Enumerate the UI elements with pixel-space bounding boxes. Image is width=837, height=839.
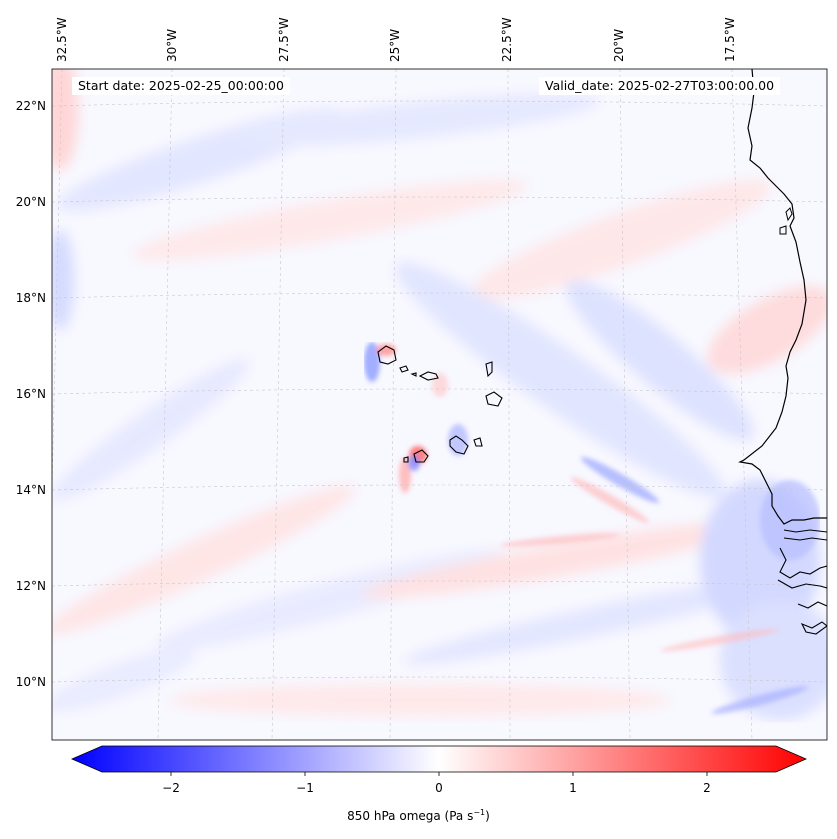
lon-label-30w: 30°W (165, 28, 179, 62)
colorbar-tick: −1 (296, 781, 314, 795)
graticule (52, 69, 827, 740)
coastline-africa (738, 69, 827, 525)
lat-label-14n: 14°N (15, 483, 46, 497)
start-date-label: Start date: 2025-02-25_00:00:00 (72, 77, 290, 95)
lat-label-18n: 18°N (15, 291, 46, 305)
colorbar-tick: 2 (703, 781, 711, 795)
colorbar (70, 745, 808, 776)
colorbar-tick: 0 (435, 781, 443, 795)
valid-date-label: Valid_date: 2025-02-27T03:00:00.00 (539, 77, 781, 95)
lat-label-22n: 22°N (15, 99, 46, 113)
lon-label-17-5w: 17.5°W (723, 17, 737, 62)
map-frame (51, 68, 828, 741)
lat-label-20n: 20°N (15, 195, 46, 209)
lat-label-12n: 12°N (15, 579, 46, 593)
colorbar-label: 850 hPa omega (Pa s−1) (347, 808, 490, 823)
lon-label-25w: 25°W (388, 28, 402, 62)
lat-label-16n: 16°N (15, 387, 46, 401)
canary-island (779, 207, 793, 235)
lon-label-27-5w: 27.5°W (277, 17, 291, 62)
lon-label-22-5w: 22.5°W (500, 17, 514, 62)
cape-verde-islands (377, 345, 503, 463)
colorbar-tick: −2 (162, 781, 180, 795)
omega-field (52, 69, 827, 740)
lon-label-20w: 20°W (612, 28, 626, 62)
lat-label-10n: 10°N (15, 675, 46, 689)
coastline-gambia (777, 529, 827, 635)
colorbar-tick: 1 (569, 781, 577, 795)
lon-label-32-5w: 32.5°W (55, 17, 69, 62)
